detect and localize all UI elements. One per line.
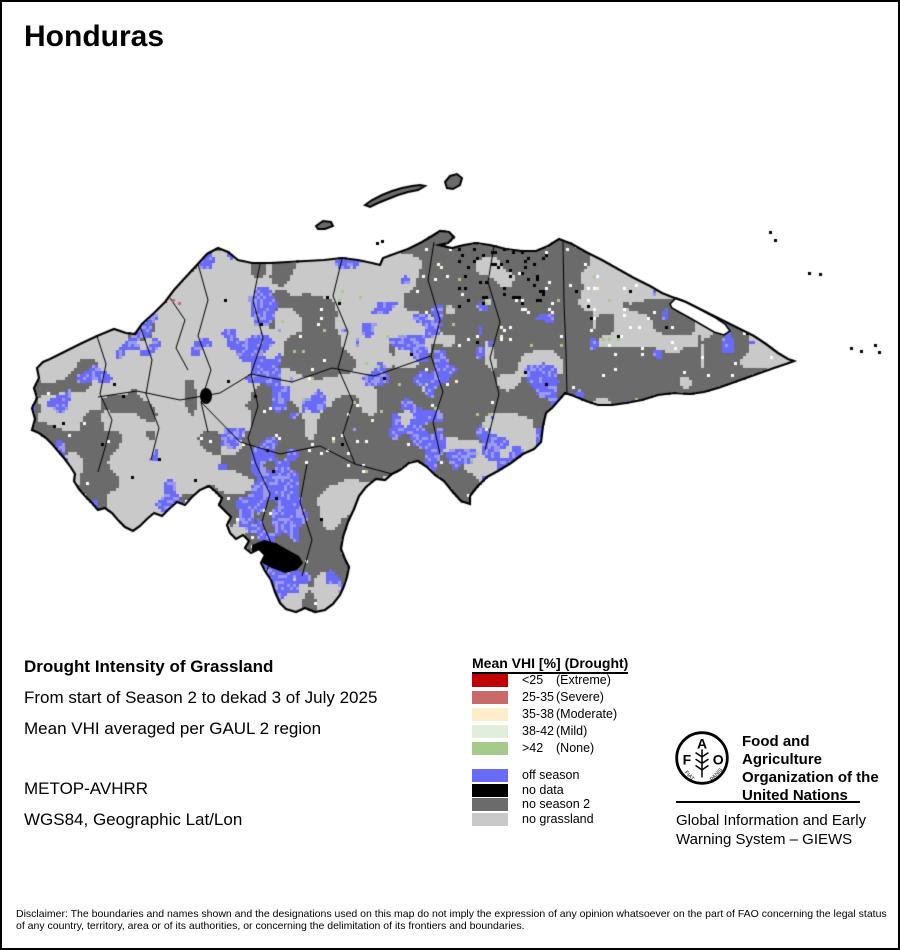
legend-row-severe: 25-35 (Severe): [472, 691, 604, 705]
fao-logo-letter-a: A: [697, 735, 707, 751]
legend-row-no-grassland: no grassland: [472, 813, 594, 827]
giews-name: Global Information and Early Warning Sys…: [676, 812, 867, 848]
legend-swatch-no-grassland: [472, 813, 508, 827]
legend-swatch-severe: [472, 691, 508, 705]
legend-label: no grassland: [522, 812, 594, 826]
fao-logo-letter-o: O: [713, 751, 724, 767]
caption-period: From start of Season 2 to dekad 3 of Jul…: [24, 688, 378, 707]
legend-swatch-no-season2: [472, 798, 508, 812]
legend-swatch-extreme: [472, 674, 508, 688]
caption-projection: WGS84, Geographic Lat/Lon: [24, 810, 243, 829]
legend-row-moderate: 35-38 (Moderate): [472, 708, 617, 722]
fao-logo-circle: [675, 731, 729, 785]
legend-swatch-no-data: [472, 784, 508, 798]
legend-severity: (Mild): [556, 724, 588, 738]
legend-value: 38-42: [522, 724, 554, 738]
legend-label: off season: [522, 768, 580, 782]
disclaimer-text: Disclaimer: The boundaries and names sho…: [16, 908, 887, 933]
caption-method: Mean VHI averaged per GAUL 2 region: [24, 719, 322, 738]
fao-logo: F A O FIAT PANIS: [675, 731, 729, 785]
legend-row-mild: 38-42 (Mild): [472, 725, 587, 739]
legend-label: no data: [522, 783, 564, 797]
legend-title: Mean VHI [%] (Drought): [472, 655, 629, 674]
legend-swatch-mild: [472, 725, 508, 739]
legend-value: <25: [522, 673, 544, 687]
legend-severity: (Moderate): [556, 707, 618, 721]
legend-swatch-none: [472, 742, 508, 756]
fao-divider: [676, 801, 860, 803]
legend-row-off-season: off season: [472, 769, 579, 783]
legend-row-no-data: no data: [472, 784, 564, 798]
legend-value: 35-38: [522, 707, 554, 721]
caption-heading: Drought Intensity of Grassland: [24, 657, 274, 676]
legend-swatch-moderate: [472, 708, 508, 722]
legend-label: no season 2: [522, 797, 591, 811]
legend-severity: (Extreme): [556, 673, 611, 687]
legend-severity: (Severe): [556, 690, 604, 704]
legend-row-none: >42 (None): [472, 742, 594, 756]
legend-value: 25-35: [522, 690, 554, 704]
fao-logo-letter-f: F: [683, 751, 692, 767]
legend-severity: (None): [556, 741, 595, 755]
fao-name: Food and Agriculture Organization of the…: [742, 733, 879, 804]
legend-row-extreme: <25 (Extreme): [472, 674, 611, 688]
legend-swatch-off-season: [472, 769, 508, 783]
caption-sensor: METOP-AVHRR: [24, 779, 149, 798]
wheat-ear-icon: [695, 749, 709, 778]
legend-value: >42: [522, 741, 544, 755]
page-title: Honduras: [24, 20, 165, 53]
legend-row-no-season2: no season 2: [472, 798, 590, 812]
